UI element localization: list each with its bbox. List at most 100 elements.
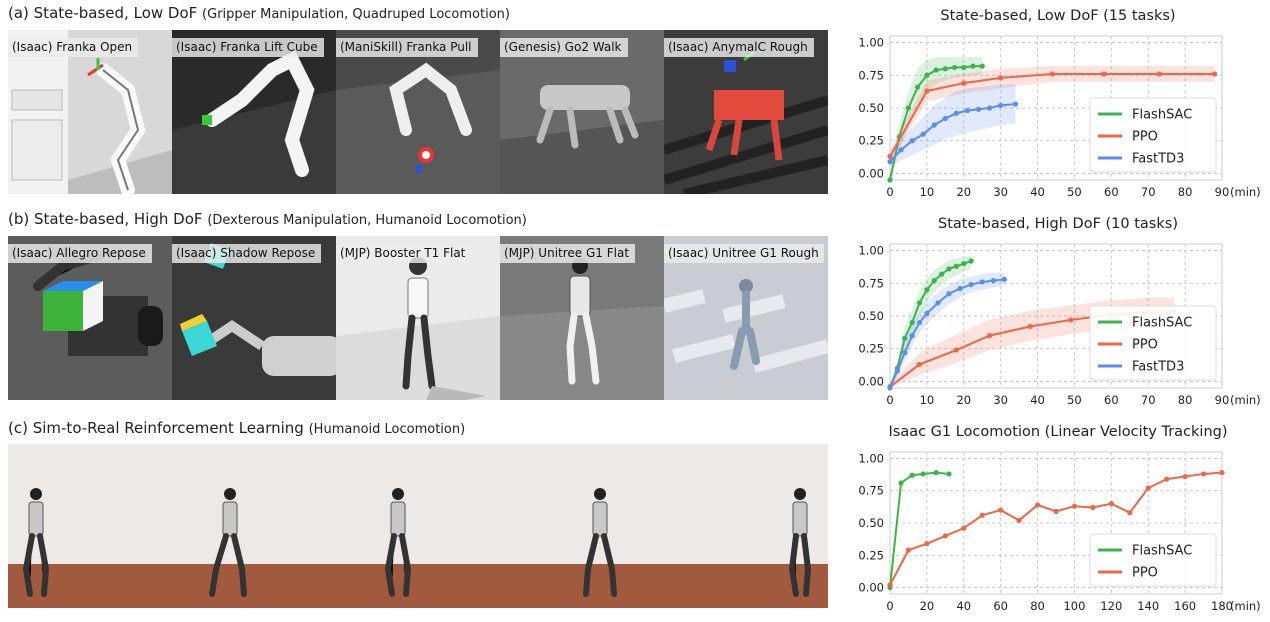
y-tick-label: 0.00 [858,166,884,180]
real-photo-frame-2 [172,444,336,608]
section-b-title-text: (b) State-based, High DoF [8,210,203,228]
x-unit-label: (min) [1230,599,1261,613]
x-tick-label: 90 [1215,393,1230,407]
point-ppo [998,507,1004,513]
x-tick-label: 40 [1030,185,1045,199]
point-ppo [1182,473,1188,480]
legend-label-flashsac: FlashSAC [1132,108,1192,123]
x-tick-label: 30 [993,393,1008,407]
line-ppo [889,72,1215,157]
x-tick-label: 120 [1100,599,1122,613]
tile-label: (Isaac) AnymalC Rough [664,38,814,57]
y-tick-label: 0.25 [858,548,884,562]
point-ppo [1049,71,1055,77]
tile-label: (Isaac) Franka Lift Cube [172,38,324,57]
point-ppo [1108,501,1114,507]
sim-image-anymalc-rough: (Isaac) AnymalC Rough [664,30,828,194]
tile-label: (MJP) Booster T1 Flat [336,244,472,263]
point-fasttd3 [935,300,941,306]
sim-image-franka-lift-cube: (Isaac) Franka Lift Cube [172,30,336,194]
x-tick-label: 70 [1141,185,1156,199]
section-c-subtitle: (Humanoid Locomotion) [308,422,466,437]
legend-label-flashsac: FlashSAC [1132,544,1192,559]
x-tick-label: 90 [1215,185,1230,199]
tile-label: (Isaac) Allegro Repose [8,244,152,263]
tile-label: (Genesis) Go2 Walk [500,38,628,57]
sim-image-go2-walk: (Genesis) Go2 Walk [500,30,664,194]
section-c-title: (c) Sim-to-Real Reinforcement Learning (… [8,419,465,437]
point-fasttd3 [909,333,915,339]
sim-image-franka-pull: (ManiSkill) Franka Pull [336,30,500,194]
chart-g1-locomotion: 0.00 0.25 0.50 0.75 1.00 0 20 40 60 80 100 120 140 16… [858,451,1261,613]
point-ppo [1053,508,1059,514]
point-fasttd3 [920,131,926,137]
x-tick-label: 40 [956,599,971,613]
point-ppo [942,533,948,539]
x-tick-label: 10 [920,185,935,199]
legend [1089,305,1217,381]
point-flashsac [951,64,958,71]
point-ppo [1027,323,1033,330]
x-tick-label: 180 [1211,599,1233,613]
y-tick-label: 1.00 [858,451,884,465]
point-fasttd3 [946,291,952,297]
point-fasttd3 [942,115,948,122]
x-tick-label: 40 [1030,393,1045,407]
x-tick-label: 20 [956,393,971,407]
point-ppo [1101,71,1107,77]
point-fasttd3 [931,122,937,128]
point-ppo [924,541,930,547]
point-flashsac [920,471,926,477]
point-flashsac [961,261,967,267]
x-tick-label: 80 [1030,599,1045,613]
point-fasttd3 [957,285,963,292]
point-fasttd3 [887,159,893,165]
sim-image-allegro-repose: (Isaac) Allegro Repose [8,236,172,400]
band-fasttd3 [890,84,1016,167]
x-tick-label: 60 [1104,185,1119,199]
x-tick-label: 10 [920,393,935,407]
point-fasttd3 [979,279,985,285]
point-ppo [1164,476,1170,482]
x-tick-label: 50 [1067,185,1082,199]
point-ppo [887,582,893,588]
point-fasttd3 [968,281,974,288]
point-flashsac [902,335,908,341]
x-tick-label: 0 [886,599,893,613]
point-flashsac [946,266,952,272]
point-fasttd3 [990,278,996,284]
real-photo-frame-4 [500,444,664,608]
sim-image-booster-t1-flat: (MJP) Booster T1 Flat [336,236,500,400]
y-tick-label: 0.75 [858,484,884,498]
tile-label: (MJP) Unitree G1 Flat [500,244,636,263]
tile-label: (Isaac) Franka Open [8,38,139,57]
y-tick-label: 0.50 [858,101,884,115]
band-flashsac [890,56,983,181]
real-photo-frame-5 [664,444,828,608]
point-flashsac [898,480,904,486]
point-flashsac [946,471,952,477]
point-flashsac [933,67,939,73]
band-flashsac [890,255,972,388]
x-tick-label: 160 [1174,599,1196,613]
legend-label-ppo: PPO [1132,338,1158,353]
legend-label-fasttd3: FastTD3 [1132,360,1184,375]
section-b-subtitle: (Dexterous Manipulation, Humanoid Locomo… [207,213,527,228]
point-ppo [953,347,959,353]
chart-title-g1-locomotion: Isaac G1 Locomotion (Linear Velocity Tra… [888,424,1228,440]
x-tick-label: 0 [886,393,893,407]
image-strip-a: (Isaac) Franka Open (Isaac) Franka Lift … [8,30,828,194]
x-tick-label: 80 [1178,393,1193,407]
point-ppo [979,512,985,518]
point-fasttd3 [916,319,923,326]
real-photo-frame-1 [8,444,172,608]
point-flashsac [916,300,923,306]
point-fasttd3 [902,350,908,356]
point-ppo [905,547,912,553]
point-fasttd3 [975,106,982,112]
x-tick-label: 60 [1104,393,1119,407]
point-flashsac [933,470,939,476]
legend-label-fasttd3: FastTD3 [1132,152,1184,167]
y-tick-label: 0.75 [858,68,884,82]
sim-image-shadow-repose: (Isaac) Shadow Repose [172,236,336,400]
